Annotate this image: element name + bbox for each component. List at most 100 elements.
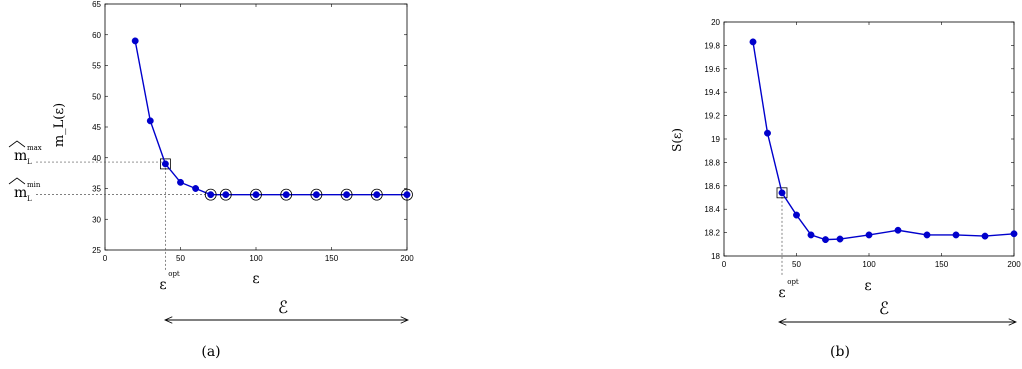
y-tick-label: 19.6 xyxy=(704,65,720,74)
data-point xyxy=(836,235,844,243)
svg-text:m_L(ε): m_L(ε) xyxy=(52,103,67,147)
data-point xyxy=(793,211,800,219)
data-point xyxy=(822,236,829,244)
circled-point-ring xyxy=(401,188,413,201)
data-point xyxy=(923,231,931,239)
data-point xyxy=(952,231,960,239)
chart-a-max-hat xyxy=(8,140,26,148)
data-point xyxy=(161,160,169,168)
circled-point-ring xyxy=(340,188,353,201)
chart-a-axes-box xyxy=(104,3,408,251)
circled-point-ring xyxy=(250,188,262,201)
y-tick-label: 19.4 xyxy=(704,88,720,97)
circled-point-ring xyxy=(280,188,293,201)
data-point xyxy=(207,191,215,199)
chart-a-ylabel: m_L(ε) xyxy=(52,103,67,147)
x-tick-label: 150 xyxy=(935,260,949,269)
y-tick-label: 18.4 xyxy=(704,205,720,214)
data-point xyxy=(343,191,351,199)
data-point xyxy=(764,129,771,137)
y-tick-label: 18 xyxy=(711,252,720,261)
x-tick-label: 100 xyxy=(249,254,263,263)
chart-b-range-label: ℰ xyxy=(879,299,889,319)
chart-a-y-axis-label: m_L(ε) xyxy=(52,103,67,147)
data-point xyxy=(865,231,873,239)
circled-point-ring xyxy=(370,188,383,201)
chart-a: 0 50 100 150 200 25 30 35 40 45 50 55 60 65 m_L(ε) ε… xyxy=(8,0,414,360)
data-point xyxy=(981,232,989,240)
chart-a-opt-label: ε xyxy=(159,277,166,293)
chart-b-y-ticks: 18 18.2 18.4 18.6 18.8 19 19.2 19.4 19.6 19.8 20 xyxy=(704,18,1014,261)
y-tick-label: 60 xyxy=(92,31,101,40)
chart-b-axes-box xyxy=(723,21,1015,257)
chart-b-plot xyxy=(749,38,1018,244)
chart-a-max-sup: max xyxy=(27,144,42,152)
x-tick-label: 200 xyxy=(400,254,414,263)
y-tick-label: 20 xyxy=(711,18,720,27)
chart-a-caption: (a) xyxy=(201,344,220,360)
chart-b-x-axis-label: ε xyxy=(864,278,871,294)
chart-a-min-hat xyxy=(8,177,26,185)
x-tick-label: 200 xyxy=(1007,260,1021,269)
data-point xyxy=(403,191,411,199)
chart-a-opt-sup: opt xyxy=(168,270,180,278)
opt-point-box xyxy=(159,158,171,170)
chart-b-x-ticks: 0 50 100 150 200 xyxy=(722,22,1021,269)
chart-a-min-sub: L xyxy=(27,195,32,203)
circled-point-ring xyxy=(204,188,217,201)
chart-a-plot xyxy=(131,37,413,201)
data-point xyxy=(807,231,815,239)
chart-a-max-sub: L xyxy=(27,158,32,166)
y-tick-label: 18.6 xyxy=(704,182,720,191)
chart-a-x-ticks: 0 50 100 150 200 xyxy=(103,4,414,263)
data-point xyxy=(131,37,139,45)
chart-b: 0 50 100 150 200 18 18.2 18.4 18.6 18.8 19 19.2 19.… xyxy=(670,18,1021,360)
data-point xyxy=(282,191,290,199)
y-tick-label: 25 xyxy=(92,246,101,255)
y-tick-label: 19.2 xyxy=(704,112,720,121)
y-tick-label: 19.8 xyxy=(704,41,720,50)
circled-point-ring xyxy=(310,188,323,201)
x-tick-label: 0 xyxy=(103,254,108,263)
data-point xyxy=(252,191,260,199)
data-point xyxy=(749,38,757,46)
chart-a-x-axis-label: ε xyxy=(252,271,259,287)
chart-b-annotations xyxy=(776,187,788,276)
data-point xyxy=(1010,230,1018,238)
y-tick-label: 30 xyxy=(92,215,101,224)
data-point xyxy=(373,191,381,199)
y-tick-label: 18.8 xyxy=(704,158,720,167)
chart-b-opt-label: ε xyxy=(778,285,785,301)
x-tick-label: 100 xyxy=(862,260,876,269)
y-tick-label: 35 xyxy=(92,185,101,194)
data-point xyxy=(177,178,184,186)
x-tick-label: 50 xyxy=(792,260,801,269)
chart-a-min-sup: min xyxy=(27,181,41,189)
x-tick-label: 0 xyxy=(722,260,727,269)
data-point xyxy=(192,185,200,192)
circled-point-ring xyxy=(219,188,232,201)
y-tick-label: 45 xyxy=(92,123,101,132)
chart-b-ylabel: S(ε) xyxy=(670,128,684,152)
chart-b-y-axis-label: S(ε) xyxy=(670,128,684,152)
data-point xyxy=(312,191,320,199)
y-tick-label: 65 xyxy=(92,0,101,9)
data-point xyxy=(146,117,154,125)
chart-a-range-label: ℰ xyxy=(278,298,288,318)
chart-a-max-label: m xyxy=(14,148,27,164)
opt-point-box xyxy=(776,187,788,199)
y-tick-label: 19 xyxy=(711,135,720,144)
chart-b-caption: (b) xyxy=(830,344,850,360)
y-tick-label: 18.2 xyxy=(704,229,720,238)
chart-a-min-label: m xyxy=(14,185,27,201)
x-tick-label: 50 xyxy=(176,254,185,263)
data-point xyxy=(222,191,230,199)
chart-a-y-ticks: 25 30 35 40 45 50 55 60 65 xyxy=(92,0,407,255)
data-point xyxy=(778,189,786,197)
data-point xyxy=(894,226,902,234)
x-tick-label: 150 xyxy=(325,254,339,263)
y-tick-label: 50 xyxy=(92,92,101,101)
y-tick-label: 55 xyxy=(92,62,101,71)
chart-b-opt-sup: opt xyxy=(787,278,799,286)
